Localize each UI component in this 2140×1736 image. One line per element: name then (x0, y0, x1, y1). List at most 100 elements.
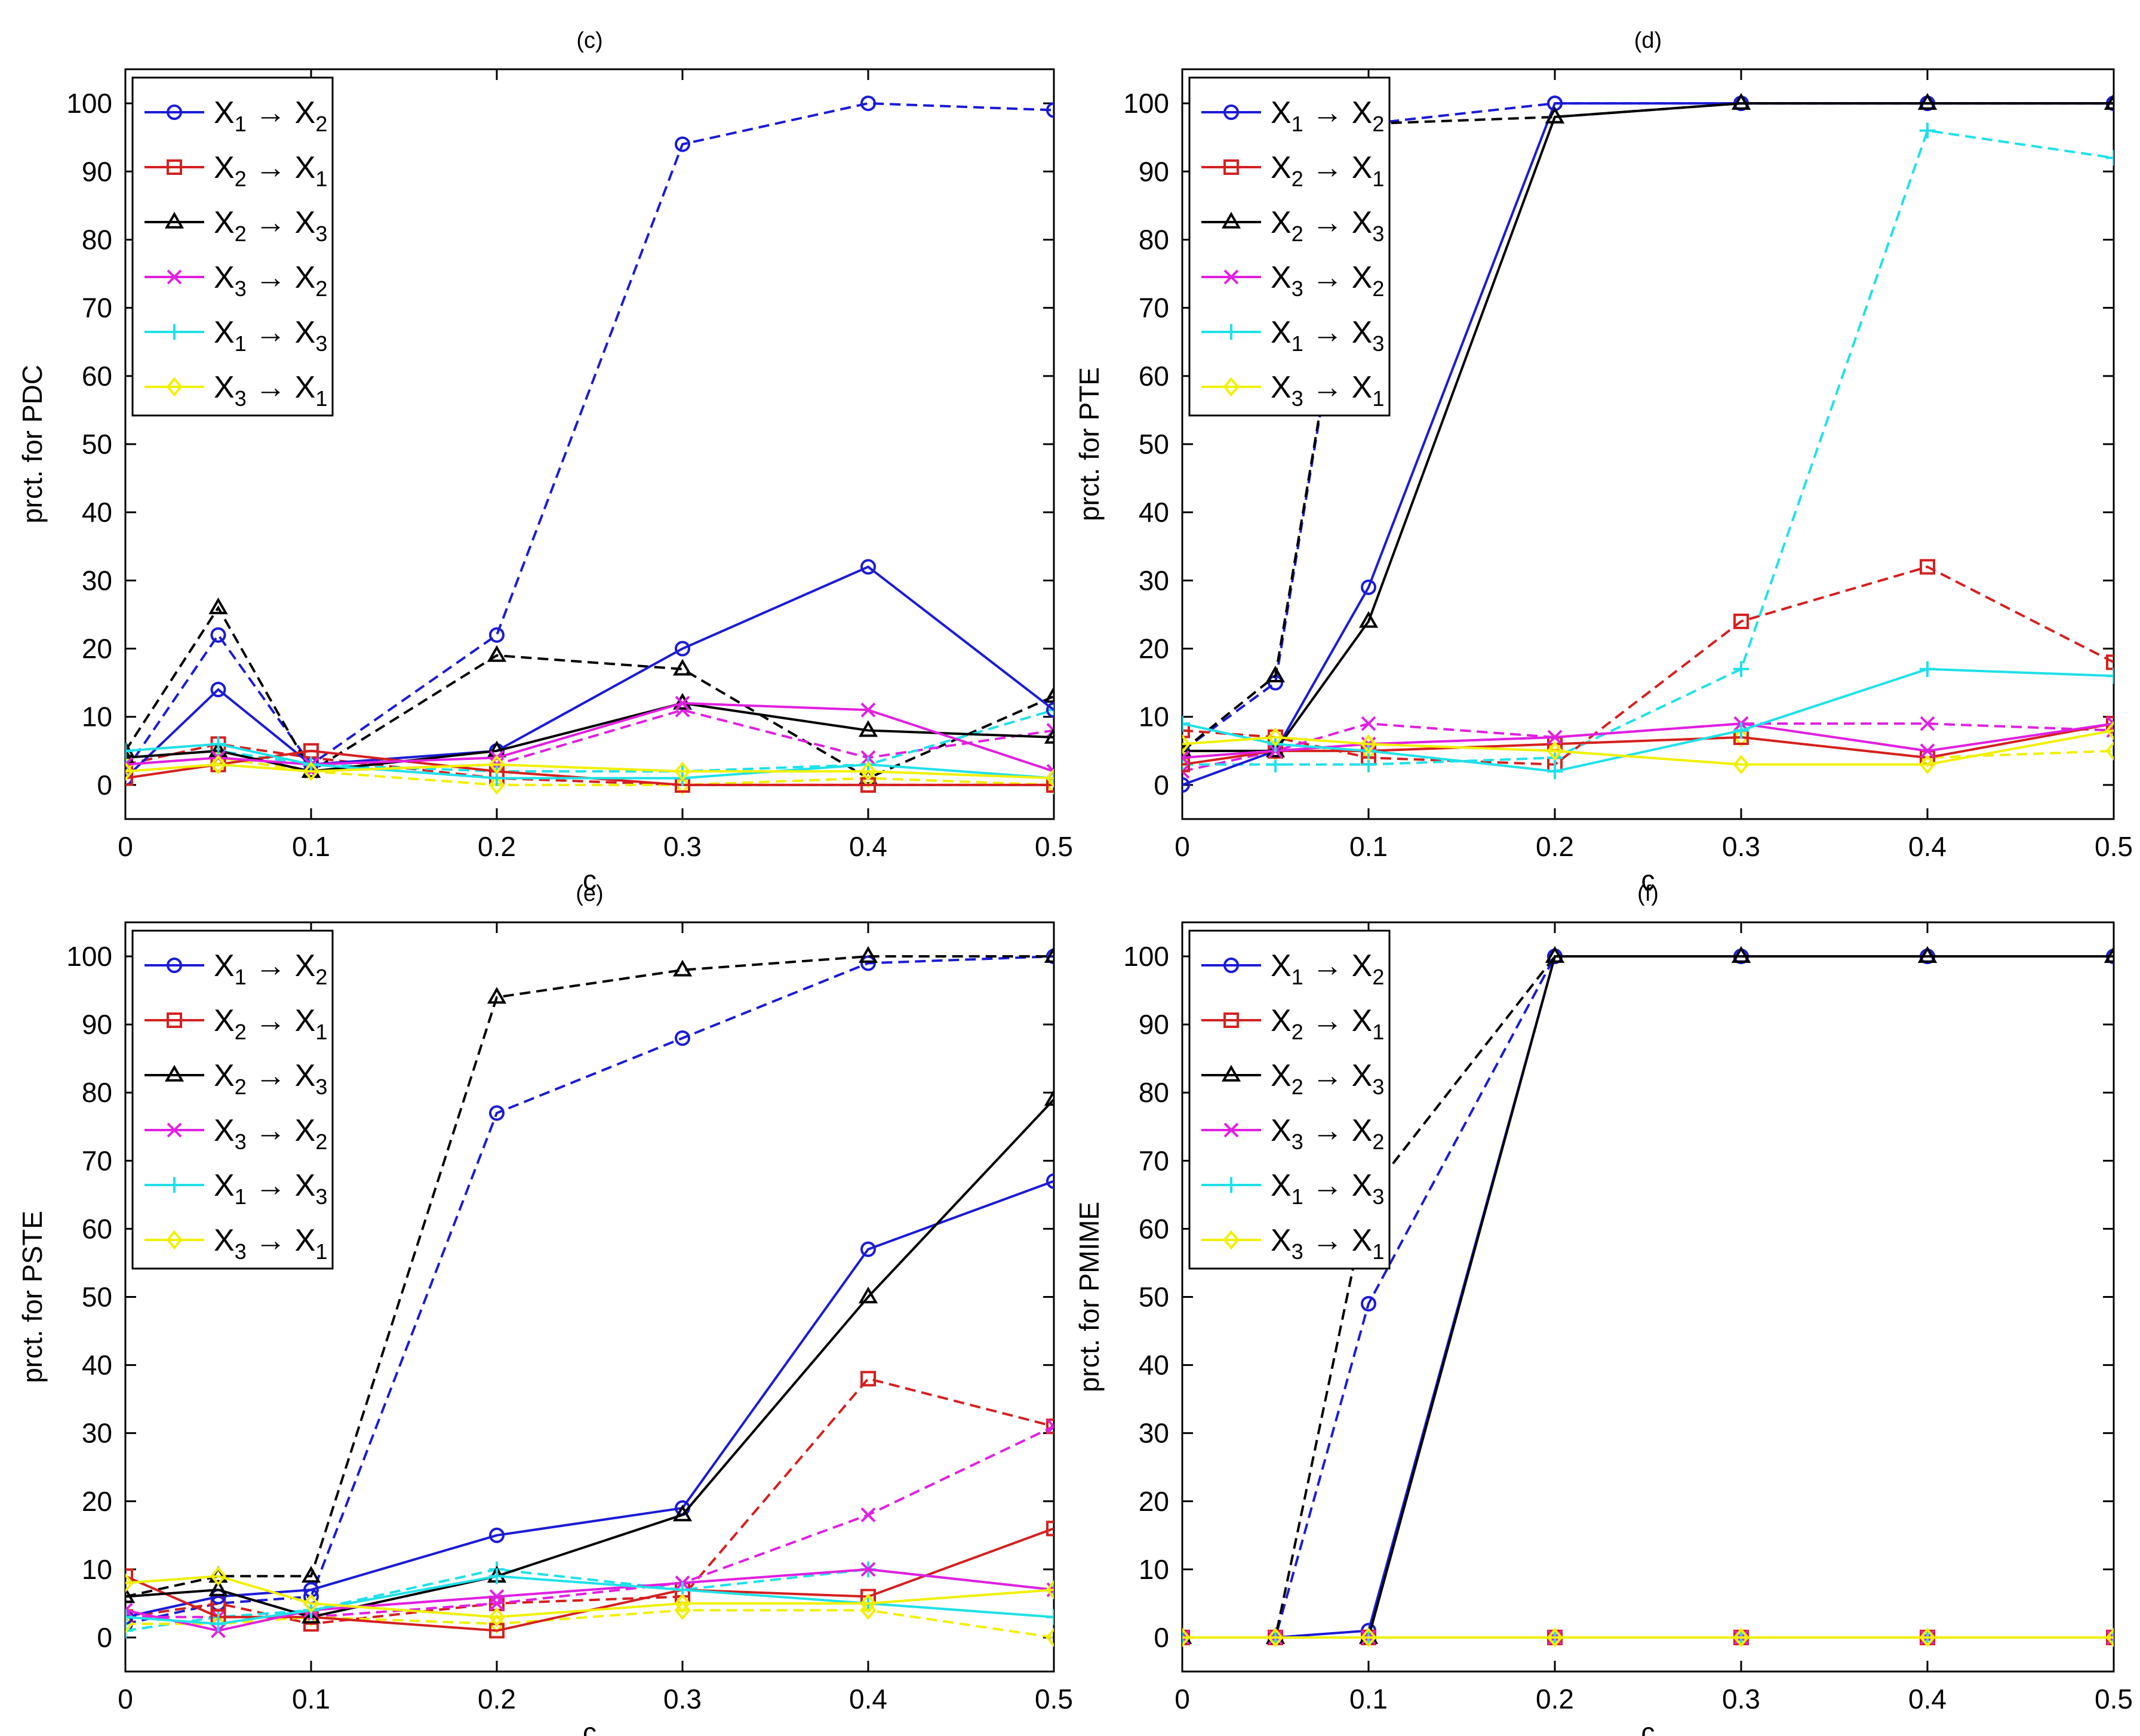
series-solid-6-point (1733, 1627, 1749, 1648)
series-dashed-5-point (1046, 702, 1054, 718)
series-dashed-6-point (488, 775, 505, 795)
x-tick-label: 0.4 (1908, 1683, 1947, 1715)
legend-marker (167, 269, 182, 285)
series-solid-3-point (301, 1606, 321, 1624)
series-solid-4-point (1547, 730, 1563, 745)
series-solid-3-point (208, 1579, 228, 1596)
y-tick-label: 10 (1139, 701, 1169, 732)
y-tick-label: 30 (1139, 1418, 1169, 1449)
series-solid-5-point (1546, 763, 1563, 780)
series-solid-3-point (1917, 946, 1938, 963)
series-solid-6-point (1046, 1580, 1054, 1600)
series-solid-2-point (1046, 1520, 1054, 1537)
series-dashed-1-point (860, 96, 876, 112)
legend-entry-label: X3 → X1 (1271, 1223, 1384, 1264)
series-dashed-1-point (210, 627, 226, 643)
series-dashed-6-point (1046, 1627, 1054, 1648)
series-dashed-4-point (1361, 716, 1376, 731)
series-solid-4-point (1182, 750, 1190, 765)
y-tick-label: 0 (1154, 1622, 1169, 1653)
x-axis-label: c (1641, 864, 1655, 895)
legend: X1 → X2 X2 → X1 X2 → X3 X3 → X2 X1 → X3 X3 → … (1188, 929, 1391, 1270)
series-dashed-4-point (1920, 716, 1935, 731)
series-solid-6-point (2105, 1627, 2114, 1648)
series-solid-5-point (125, 1609, 134, 1625)
legend-marker (167, 958, 182, 973)
panel-title: (f) (1637, 881, 1659, 906)
legend-marker (1223, 159, 1239, 175)
series-solid-6-point (488, 755, 505, 774)
x-axis-label: c (583, 864, 597, 895)
y-tick-label: 0 (97, 769, 112, 801)
series-dashed-5-point (1733, 661, 1749, 677)
legend-box (131, 76, 334, 417)
x-tick-label: 0.5 (2095, 1683, 2133, 1715)
chart-panel-2: (d) 0 10 20 30 40 50 60 70 80 90 100 0 0.1 0.2 0.3 0.4 0.… (1074, 28, 2133, 895)
legend-entry-label: X3 → X1 (214, 370, 327, 411)
y-tick-label: 70 (82, 1145, 112, 1176)
series-dashed-3-point (672, 658, 693, 676)
y-tick-label: 0 (1154, 769, 1169, 801)
series-solid-4-point (125, 1602, 133, 1618)
series-solid-6-point (1182, 1627, 1191, 1648)
series-solid-6-point (1360, 734, 1377, 754)
series-solid-6-point (1267, 727, 1284, 747)
series-solid-6-line (125, 1575, 1054, 1618)
x-tick-label: 0.1 (1349, 1683, 1388, 1715)
legend-box (1188, 76, 1391, 417)
legend-marker (166, 1177, 183, 1193)
series-dashed-1-point (1046, 102, 1054, 118)
series-solid-1-line (125, 1180, 1054, 1618)
series-solid-4-point (1920, 743, 1935, 759)
series-dashed-3-line (125, 955, 1054, 1598)
x-tick-label: 0.3 (1722, 831, 1760, 862)
series-solid-6-point (1546, 741, 1563, 761)
series-solid-5-point (2105, 668, 2114, 684)
legend-entry-label: X1 → X3 (214, 1168, 327, 1209)
legend-marker (167, 1122, 182, 1138)
legend-marker (1223, 269, 1239, 285)
series-dashed-3-point (672, 959, 693, 977)
series-solid-1-point (489, 1527, 505, 1543)
legend: X1 → X2 X2 → X1 X2 → X3 X3 → X2 X1 → X3 X3 → … (131, 929, 334, 1270)
x-tick-label: 0 (118, 831, 133, 862)
series-solid-6-point (303, 761, 319, 781)
legend-entry-label: X1 → X2 (1271, 96, 1384, 136)
series-dashed-3-point (858, 946, 878, 963)
series-solid-6-point (1919, 755, 1936, 774)
series-solid-1-point (860, 1241, 876, 1257)
series-solid-3-point (1044, 727, 1054, 744)
series-dashed-3-point (1044, 946, 1054, 963)
legend-entry-label: X1 → X2 (1271, 949, 1384, 989)
series-solid-2-point (125, 770, 133, 786)
series-solid-6-point (1182, 734, 1191, 754)
legend-entry-label: X1 → X3 (1271, 1168, 1384, 1209)
y-tick-label: 90 (82, 156, 112, 187)
series-solid-1-point (1182, 777, 1190, 793)
y-tick-label: 10 (1139, 1554, 1169, 1585)
series-solid-5-point (488, 1568, 505, 1584)
y-tick-label: 50 (82, 1282, 112, 1313)
panel-title: (c) (576, 28, 602, 53)
y-tick-label: 80 (82, 1077, 112, 1108)
legend-marker (1221, 1064, 1241, 1082)
y-tick-label: 20 (82, 1486, 112, 1517)
series-dashed-6-point (1733, 727, 1749, 747)
panel-title: (e) (576, 881, 603, 906)
y-tick-label: 90 (1139, 1009, 1169, 1040)
series-dashed-2-point (1182, 722, 1190, 738)
series-dashed-3-point (1044, 686, 1054, 703)
series-dashed-6-point (674, 775, 691, 795)
y-tick-label: 100 (1123, 88, 1169, 119)
legend-entry-label: X1 → X2 (214, 949, 327, 989)
legend-entry-label: X2 → X3 (214, 205, 327, 246)
legend-marker (1223, 1122, 1239, 1138)
x-tick-label: 0.2 (1536, 831, 1574, 862)
legend-entry-label: X3 → X2 (214, 1113, 327, 1154)
legend-entry-label: X3 → X1 (214, 1223, 327, 1264)
legend-entry-label: X1 → X3 (1271, 315, 1384, 356)
legend-entry-label: X2 → X1 (1271, 150, 1384, 191)
x-tick-label: 0.4 (849, 831, 887, 862)
series-solid-6-point (1919, 1627, 1936, 1648)
